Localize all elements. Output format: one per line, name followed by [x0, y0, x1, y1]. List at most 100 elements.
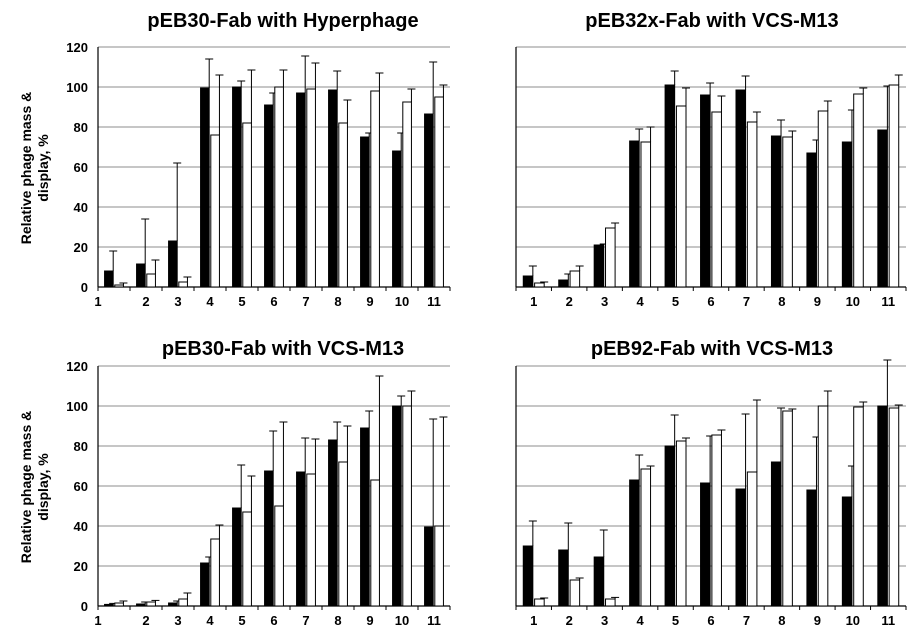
x-tick-label: 6: [707, 613, 714, 628]
bar-series1-cat3: [168, 602, 178, 607]
x-tick-label: 11: [427, 613, 441, 628]
bar-series1-cat2: [558, 549, 569, 607]
y-tick-label: 80: [74, 439, 88, 454]
x-tick-label: 7: [743, 613, 750, 628]
x-tick-label: 8: [334, 613, 341, 628]
bar-series2-cat1: [114, 284, 124, 288]
x-tick-label: 9: [814, 613, 821, 628]
bar-series2-cat6: [274, 86, 284, 288]
bar-series1-cat2: [136, 603, 146, 607]
bar-series2-cat10: [402, 405, 412, 607]
bar-series1-cat3: [168, 240, 178, 288]
bar-series2-cat6: [274, 505, 284, 607]
x-tick-label: 9: [814, 294, 821, 309]
y-axis-label-bottom-line2: display, %: [35, 453, 51, 521]
x-tick-label: 11: [427, 294, 441, 309]
bar-series1-cat7: [735, 488, 747, 607]
bar-series1-cat4: [200, 562, 210, 607]
bar-series2-cat6: [711, 111, 722, 288]
x-tick-label: 4: [206, 294, 214, 309]
bar-series1-cat8: [770, 461, 782, 607]
x-tick-label: 10: [395, 294, 409, 309]
x-tick-label: 10: [846, 613, 860, 628]
bar-series2-cat2: [146, 601, 156, 607]
y-tick-label: 100: [66, 399, 88, 414]
x-tick-label: 8: [334, 294, 341, 309]
bar-series2-cat11: [434, 96, 444, 288]
bar-series1-cat7: [296, 471, 306, 607]
y-tick-label: 60: [74, 160, 88, 175]
bar-series2-cat6: [711, 434, 722, 607]
bar-series1-cat5: [664, 445, 676, 607]
bar-series2-cat2: [569, 579, 581, 607]
x-tick-label: 6: [270, 613, 277, 628]
chart-panel-4: pEB92-Fab with VCS-M13 1 2 3 4 5 6 7 8 9 10 11: [515, 338, 907, 628]
y-tick-label: 120: [66, 359, 88, 374]
y-tick-label: 40: [74, 200, 88, 215]
x-tick-label: 9: [366, 613, 373, 628]
x-tick-label: 2: [142, 613, 149, 628]
bar-series2-cat8: [338, 122, 348, 288]
x-tick-label: 5: [238, 613, 245, 628]
bar-series1-cat9: [806, 152, 817, 288]
bar-series1-cat9: [806, 489, 817, 607]
x-tick-label: 8: [778, 613, 785, 628]
x-tick-label: 3: [174, 294, 181, 309]
x-tick-label: 7: [743, 294, 750, 309]
bar-series1-cat8: [328, 439, 338, 607]
y-axis-label-bottom-line1: Relative phage mass &: [18, 411, 34, 564]
x-tick-label: 3: [601, 613, 608, 628]
bar-series2-cat5: [675, 105, 687, 288]
bar-series1-cat1: [522, 545, 534, 607]
shared-y-axis-label-top: Relative phage mass & display, %: [18, 92, 51, 245]
bar-series2-cat3: [605, 598, 616, 607]
bar-series2-cat4: [210, 538, 220, 607]
y-tick-label: 100: [66, 80, 88, 95]
bar-series2-cat1: [534, 282, 545, 288]
bar-series1-cat6: [264, 470, 274, 607]
bar-series1-cat4: [629, 479, 640, 607]
bar-series1-cat7: [735, 89, 747, 288]
x-tick-label: 6: [707, 294, 714, 309]
bar-series2-cat2: [146, 273, 156, 288]
bar-series1-cat11: [877, 129, 888, 288]
bar-series1-cat10: [841, 496, 853, 607]
bar-series2-cat1: [114, 602, 124, 607]
chart-panel-3: pEB30-Fab with VCS-M13 0 20 40 60 80 100 120 1 2 3…: [66, 338, 451, 628]
x-tick-label: 1: [530, 294, 537, 309]
x-tick-label: 4: [206, 613, 214, 628]
bar-series1-cat11: [424, 526, 434, 607]
shared-y-axis-label-bottom: Relative phage mass & display, %: [18, 411, 51, 564]
bar-series2-cat4: [640, 141, 652, 288]
bar-series2-cat11: [888, 407, 900, 607]
x-tick-label: 11: [881, 613, 895, 628]
bar-series1-cat5: [232, 507, 242, 607]
chart-title: pEB30-Fab with VCS-M13: [162, 338, 404, 360]
y-tick-label: 40: [74, 519, 88, 534]
bar-series2-cat3: [178, 598, 188, 607]
chart-title: pEB30-Fab with Hyperphage: [147, 10, 418, 32]
bar-series2-cat7: [746, 121, 758, 288]
x-tick-label: 5: [672, 294, 679, 309]
bar-series2-cat5: [675, 440, 687, 607]
bar-series1-cat9: [360, 136, 370, 288]
bar-series1-cat2: [558, 279, 569, 288]
bar-series1-cat6: [700, 94, 711, 288]
x-tick-label: 10: [846, 294, 860, 309]
bar-series2-cat3: [178, 281, 188, 288]
bar-series2-cat4: [640, 468, 652, 607]
bar-series2-cat9: [817, 110, 829, 288]
bar-series1-cat4: [629, 140, 640, 288]
x-tick-label: 2: [566, 294, 573, 309]
x-tick-label: 7: [302, 613, 309, 628]
bar-series1-cat7: [296, 92, 306, 288]
bar-series1-cat5: [232, 86, 242, 288]
x-tick-label: 5: [672, 613, 679, 628]
bar-series1-cat1: [104, 270, 114, 288]
chart-title: pEB32x-Fab with VCS-M13: [585, 10, 838, 32]
x-tick-label: 1: [94, 613, 101, 628]
x-tick-label: 10: [395, 613, 409, 628]
y-tick-label: 120: [66, 40, 88, 55]
bar-series1-cat3: [593, 556, 605, 607]
bar-series2-cat11: [434, 525, 444, 607]
